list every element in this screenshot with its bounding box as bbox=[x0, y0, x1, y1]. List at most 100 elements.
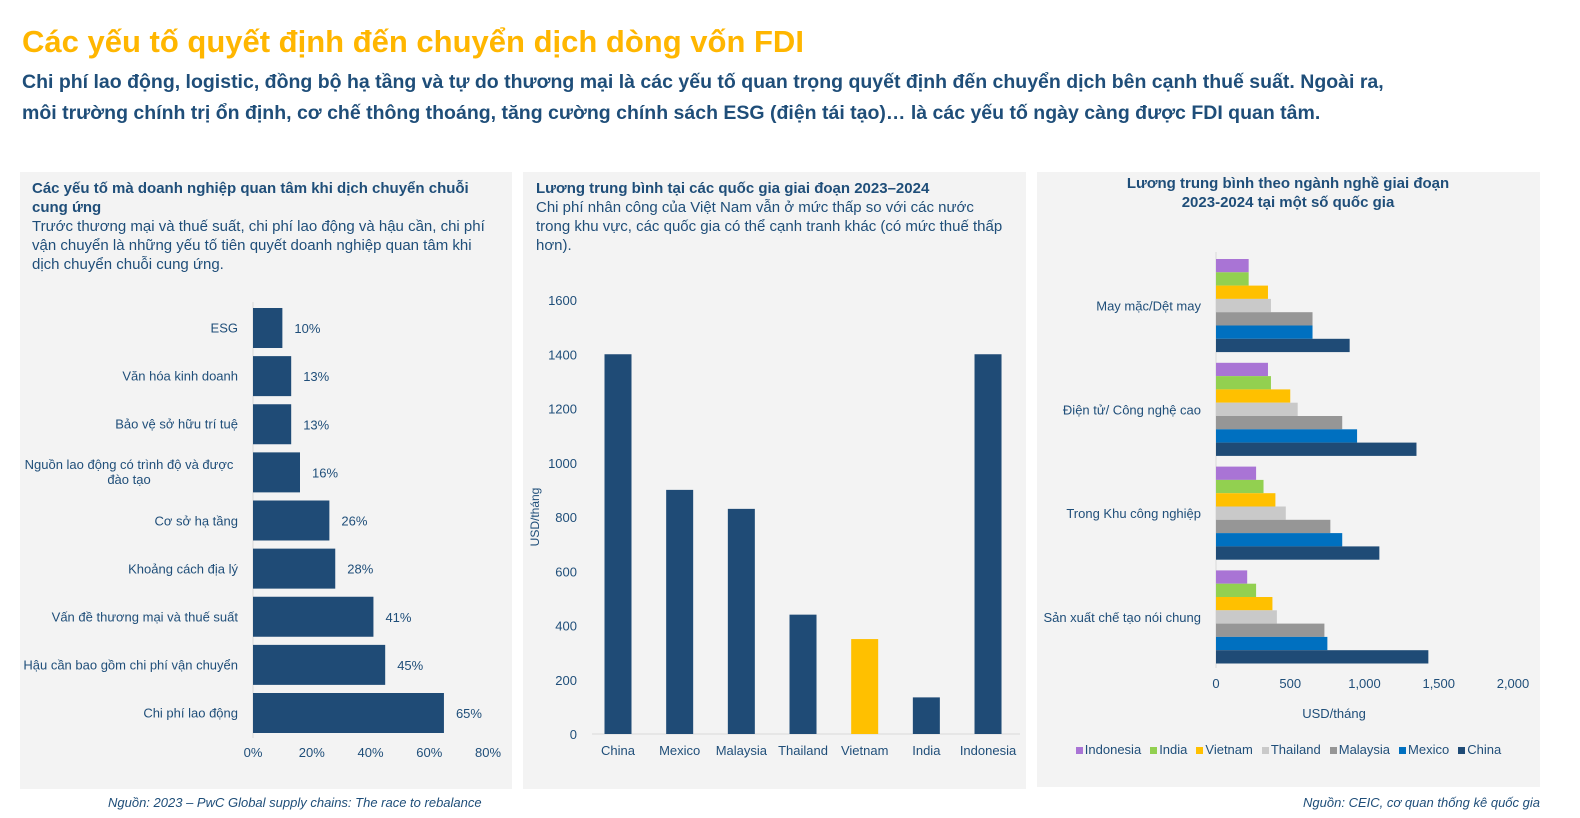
factors-category-label: ESG bbox=[210, 320, 238, 336]
industry-bar-china bbox=[1216, 546, 1380, 560]
factors-chart-title: Các yếu tố mà doanh nghiệp quan tâm khi … bbox=[32, 180, 469, 216]
factors-category-label: Chi phí lao động bbox=[143, 705, 238, 721]
factors-data-label: 13% bbox=[303, 369, 329, 384]
legend-swatch-icon bbox=[1329, 746, 1337, 754]
factors-x-tick-label: 60% bbox=[416, 745, 442, 760]
page-subtitle: Chi phí lao động, logistic, đồng bộ hạ t… bbox=[22, 67, 1384, 129]
industry-bar-mexico bbox=[1216, 325, 1313, 339]
industry-chart-title: Lương trung bình theo ngành nghề giai đo… bbox=[1126, 175, 1450, 211]
industry-bar-malaysia bbox=[1216, 416, 1343, 430]
legend-item-malaysia: Malaysia bbox=[1329, 742, 1391, 758]
legend-item-china: China bbox=[1458, 742, 1501, 758]
industry-legend: Indonesia India Vietnam Thailand Malaysia Mex… bbox=[1037, 742, 1540, 758]
industry-bar-indonesia bbox=[1216, 259, 1249, 273]
factors-bar-chart: 10% 13% 13% 16% 26% 28% 41% 45% 65% 0% 20% 40% 60% 80… bbox=[244, 302, 501, 760]
wages-bar bbox=[912, 697, 940, 734]
industry-bar-thailand bbox=[1216, 610, 1277, 624]
wages-category-label: China bbox=[601, 743, 636, 758]
legend-label: Malaysia bbox=[1338, 742, 1391, 757]
wages-bar bbox=[851, 639, 879, 734]
legend-label: Thailand bbox=[1270, 742, 1321, 757]
industry-bar-malaysia bbox=[1216, 312, 1313, 326]
legend-label: Vietnam bbox=[1205, 742, 1253, 757]
industry-bar-india bbox=[1216, 583, 1257, 597]
source-note-left: Nguồn: 2023 – PwC Global supply chains: … bbox=[108, 795, 482, 810]
industry-category-label: Điện tử/ Công nghệ cao bbox=[1063, 402, 1201, 417]
legend-item-indonesia: Indonesia bbox=[1075, 742, 1141, 758]
industry-x-axis-title: USD/tháng bbox=[1302, 706, 1366, 721]
industry-bar-mexico bbox=[1216, 636, 1328, 651]
industry-bar-vietnam bbox=[1216, 493, 1276, 507]
industry-bar-thailand bbox=[1216, 506, 1286, 520]
factors-data-label: 10% bbox=[294, 321, 320, 336]
factors-category-label: Nguồn lao động có trình độ và được đào t… bbox=[24, 457, 234, 488]
legend-label: China bbox=[1467, 742, 1502, 757]
industry-bar-malaysia bbox=[1216, 623, 1325, 637]
industry-x-tick-label: 1,500 bbox=[1422, 676, 1455, 691]
industry-x-tick-label: 500 bbox=[1279, 676, 1301, 691]
wages-y-tick-label: 200 bbox=[555, 673, 577, 688]
industry-bar-mexico bbox=[1216, 533, 1343, 547]
industry-category-label: May mặc/Dệt may bbox=[1096, 299, 1201, 314]
wages-y-tick-label: 0 bbox=[570, 727, 577, 742]
factors-panel-header: Các yếu tố mà doanh nghiệp quan tâm khi … bbox=[32, 179, 502, 274]
factors-data-label: 26% bbox=[341, 514, 367, 529]
industry-bar-thailand bbox=[1216, 402, 1298, 416]
industry-bar-india bbox=[1216, 272, 1249, 286]
factors-bar bbox=[253, 693, 444, 733]
factors-data-label: 41% bbox=[385, 610, 411, 625]
industry-bar-india bbox=[1216, 479, 1264, 494]
factors-bar bbox=[253, 500, 330, 541]
legend-swatch-icon bbox=[1196, 746, 1204, 754]
legend-swatch-icon bbox=[1399, 746, 1407, 754]
factors-bar bbox=[253, 548, 336, 589]
wages-chart-title: Lương trung bình tại các quốc gia giai đ… bbox=[536, 180, 930, 197]
legend-swatch-icon bbox=[1150, 746, 1158, 754]
factors-category-label: Hậu cần bao gồm chi phí vận chuyển bbox=[23, 657, 238, 673]
legend-swatch-icon bbox=[1075, 746, 1083, 754]
factors-bar bbox=[253, 596, 374, 637]
industry-bar-china bbox=[1216, 650, 1429, 664]
factors-data-label: 16% bbox=[312, 465, 338, 480]
wages-y-tick-label: 1600 bbox=[548, 293, 577, 308]
legend-label: India bbox=[1159, 742, 1188, 757]
industry-bar-china bbox=[1216, 338, 1350, 353]
legend-swatch-icon bbox=[1458, 746, 1466, 754]
wages-panel: Lương trung bình tại các quốc gia giai đ… bbox=[523, 172, 1026, 789]
page-title: Các yếu tố quyết định đến chuyển dịch dò… bbox=[22, 24, 804, 59]
industry-bar-vietnam bbox=[1216, 389, 1291, 403]
legend-item-mexico: Mexico bbox=[1399, 742, 1449, 758]
industry-x-tick-label: 2,000 bbox=[1497, 676, 1530, 691]
factors-category-label: Bảo vệ sở hữu trí tuệ bbox=[115, 416, 238, 432]
factors-bar bbox=[253, 404, 292, 445]
wages-category-label: Vietnam bbox=[841, 743, 888, 758]
wages-y-tick-label: 800 bbox=[555, 510, 577, 525]
wages-category-label: Malaysia bbox=[716, 743, 768, 758]
industry-bar-indonesia bbox=[1216, 466, 1257, 480]
wages-panel-header: Lương trung bình tại các quốc gia giai đ… bbox=[536, 179, 1008, 255]
factors-x-tick-label: 80% bbox=[475, 745, 501, 760]
industry-panel: Lương trung bình theo ngành nghề giai đo… bbox=[1037, 172, 1540, 787]
wages-bar bbox=[604, 354, 632, 734]
wages-bar-chart: 0 200 400 600 800 1000 1200 1400 1600 China Mexico… bbox=[528, 293, 1020, 758]
wages-y-tick-label: 600 bbox=[555, 564, 577, 579]
wages-bar bbox=[727, 508, 755, 734]
wages-y-tick-label: 400 bbox=[555, 619, 577, 634]
factors-panel: Các yếu tố mà doanh nghiệp quan tâm khi … bbox=[20, 172, 512, 789]
legend-item-india: India bbox=[1150, 742, 1187, 758]
wages-y-tick-label: 1200 bbox=[548, 402, 577, 417]
industry-bar-vietnam bbox=[1216, 285, 1268, 299]
wages-category-label: Mexico bbox=[659, 743, 700, 758]
factors-category-label: Cơ sở hạ tầng bbox=[154, 513, 238, 528]
factors-bar bbox=[253, 452, 300, 493]
industry-bar-india bbox=[1216, 376, 1271, 390]
industry-bar-vietnam bbox=[1216, 597, 1273, 611]
wages-bar bbox=[666, 489, 694, 734]
industry-x-tick-label: 1,000 bbox=[1348, 676, 1381, 691]
wages-category-label: Thailand bbox=[778, 743, 828, 758]
factors-x-tick-label: 0% bbox=[244, 745, 263, 760]
wages-y-axis-title: USD/tháng bbox=[528, 488, 542, 547]
factors-bar bbox=[253, 644, 386, 685]
factors-data-label: 65% bbox=[456, 706, 482, 721]
industry-x-tick-label: 0 bbox=[1212, 676, 1219, 691]
